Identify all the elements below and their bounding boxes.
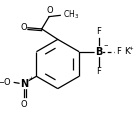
Text: +: +	[29, 76, 34, 81]
Text: −: −	[103, 42, 108, 47]
Text: O: O	[46, 6, 53, 15]
Text: −O: −O	[0, 78, 11, 87]
Text: O: O	[21, 23, 27, 32]
Text: F: F	[96, 27, 101, 36]
Text: F: F	[117, 47, 121, 56]
Text: B: B	[95, 47, 102, 57]
Text: K: K	[124, 47, 130, 56]
Text: N: N	[20, 79, 28, 89]
Text: +: +	[128, 46, 133, 51]
Text: CH$_3$: CH$_3$	[63, 8, 79, 21]
Text: F: F	[96, 67, 101, 76]
Text: O: O	[21, 100, 27, 109]
